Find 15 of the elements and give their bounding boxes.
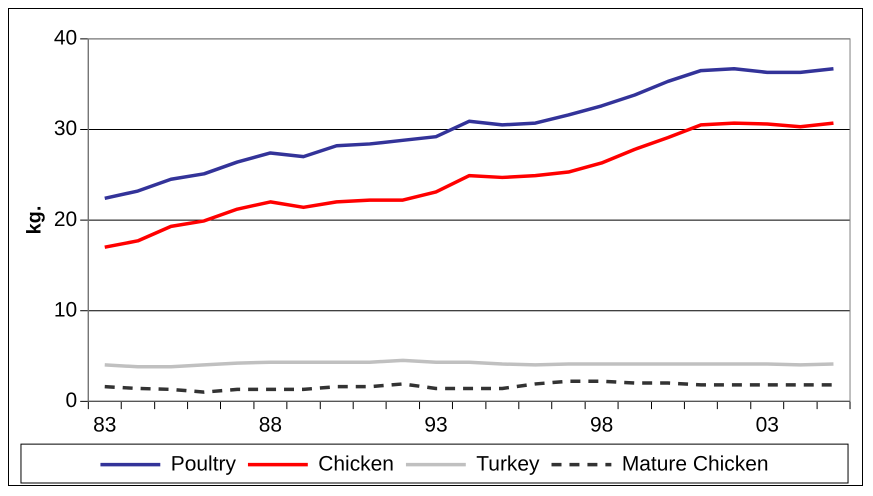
y-tick-label: 30 <box>54 117 78 140</box>
y-axis-title: kg. <box>23 206 46 234</box>
legend-label: Chicken <box>318 452 394 476</box>
legend-label: Turkey <box>476 452 540 476</box>
y-tick-label: 10 <box>54 298 78 322</box>
x-tick-label: 98 <box>590 413 614 436</box>
x-tick-label: 93 <box>424 413 448 436</box>
y-tick-label: 40 <box>54 26 78 50</box>
x-tick-label: 88 <box>258 413 282 436</box>
legend-label: Mature Chicken <box>622 452 768 476</box>
y-tick-label: 0 <box>66 388 78 412</box>
y-tick-label: 20 <box>54 208 78 231</box>
legend-label: Poultry <box>170 452 236 476</box>
x-tick-label: 83 <box>93 413 116 436</box>
x-tick-label: 03 <box>756 413 779 436</box>
